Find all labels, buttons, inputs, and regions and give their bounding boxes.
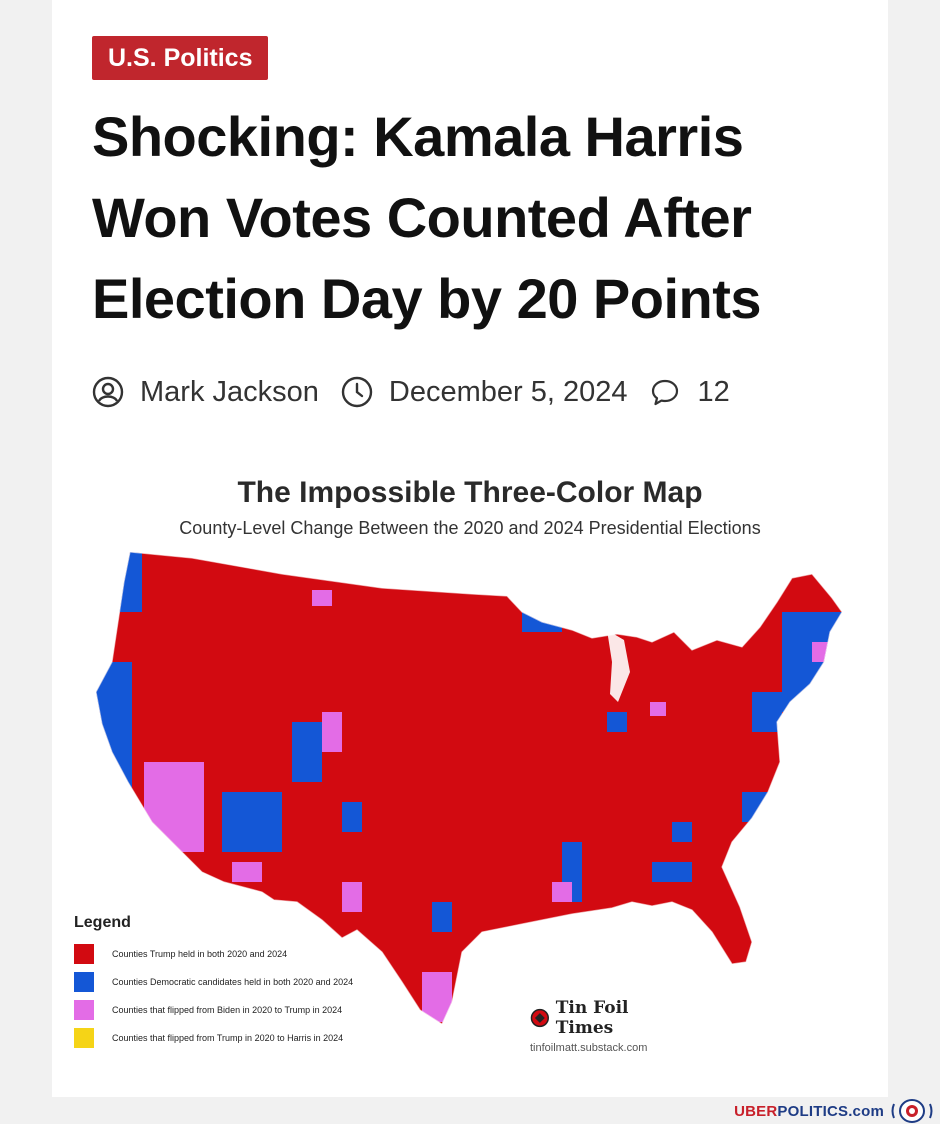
map-legend: Legend Counties Trump held in both 2020 … [74, 914, 434, 1052]
legend-item: Counties Democratic candidates held in b… [74, 968, 434, 996]
legend-item: Counties Trump held in both 2020 and 202… [74, 940, 434, 968]
category-badge[interactable]: U.S. Politics [92, 36, 269, 80]
watermark-part-1: UBER [734, 1102, 778, 1120]
site-watermark[interactable]: UBER POLITICS .com [734, 1098, 934, 1124]
author-name: Mark Jackson [140, 375, 319, 408]
legend-label: Counties Democratic candidates held in b… [112, 977, 354, 987]
legend-item: Counties that flipped from Biden in 2020… [74, 996, 434, 1024]
legend-label: Counties Trump held in both 2020 and 202… [112, 949, 288, 959]
legend-swatch-pink [74, 1000, 94, 1020]
date-link[interactable]: December 5, 2024 [341, 375, 628, 409]
brand-url: tinfoilmatt.substack.com [530, 1042, 648, 1054]
clock-icon [341, 376, 373, 408]
legend-swatch-red [74, 944, 94, 964]
article-image[interactable]: The Impossible Three-Color Map County-Le… [52, 462, 888, 1060]
watermark-part-2: POLITICS [777, 1102, 849, 1120]
comment-icon [649, 376, 681, 408]
legend-swatch-yellow [74, 1028, 94, 1048]
comments-link[interactable]: 12 [649, 375, 730, 409]
map-subtitle: County-Level Change Between the 2020 and… [179, 518, 761, 538]
legend-label: Counties that flipped from Trump in 2020… [112, 1033, 344, 1043]
comment-count: 12 [697, 375, 730, 408]
uberpolitics-logo-icon [891, 1099, 933, 1123]
user-circle-icon [92, 376, 124, 408]
watermark-part-3: .com [848, 1102, 884, 1120]
article-meta: Mark Jackson December 5, 2024 12 [92, 370, 752, 414]
article-headline: Shocking: Kamala Harris Won Votes Counte… [92, 105, 762, 330]
map-brand: Tin Foil Times tinfoilmatt.substack.com [530, 998, 690, 1054]
legend-item: Counties that flipped from Trump in 2020… [74, 1024, 434, 1052]
us-county-map [95, 551, 843, 1025]
author-link[interactable]: Mark Jackson [92, 376, 319, 409]
publish-date: December 5, 2024 [388, 375, 628, 408]
map-title: The Impossible Three-Color Map [237, 476, 703, 509]
legend-swatch-blue [74, 972, 94, 992]
tin-foil-logo-icon [530, 1008, 549, 1028]
legend-title: Legend [74, 914, 131, 931]
brand-name: Tin Foil Times [555, 998, 629, 1038]
legend-label: Counties that flipped from Biden in 2020… [112, 1005, 343, 1015]
